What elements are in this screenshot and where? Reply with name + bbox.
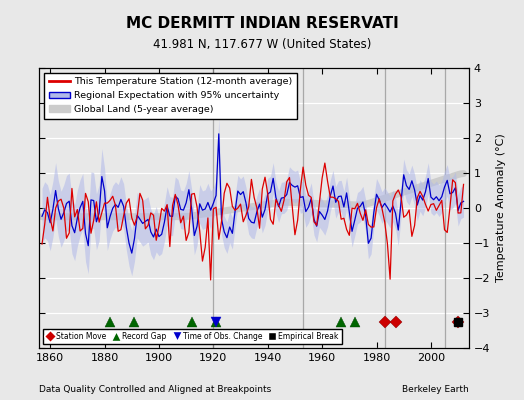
- Legend: This Temperature Station (12-month average), Regional Expectation with 95% uncer: This Temperature Station (12-month avera…: [44, 73, 297, 119]
- Text: Berkeley Earth: Berkeley Earth: [402, 385, 469, 394]
- Text: MC DERMITT INDIAN RESERVATI: MC DERMITT INDIAN RESERVATI: [126, 16, 398, 31]
- Y-axis label: Temperature Anomaly (°C): Temperature Anomaly (°C): [496, 134, 506, 282]
- Text: 41.981 N, 117.677 W (United States): 41.981 N, 117.677 W (United States): [153, 38, 371, 51]
- Text: Data Quality Controlled and Aligned at Breakpoints: Data Quality Controlled and Aligned at B…: [39, 385, 271, 394]
